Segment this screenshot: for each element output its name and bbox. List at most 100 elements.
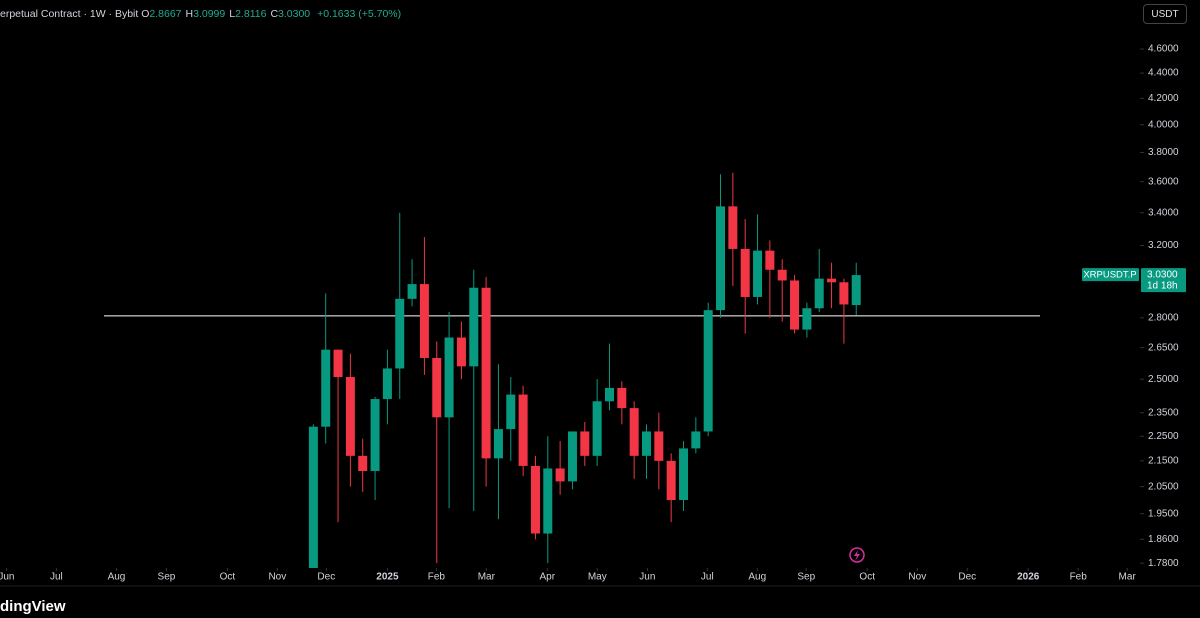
header: erpetual Contract · 1W · Bybit O2.8667 H3… — [0, 8, 405, 20]
x-tick-label: Mar — [478, 572, 496, 583]
x-tick-label: Feb — [428, 572, 446, 583]
candle-body — [814, 278, 824, 309]
candle-body — [407, 284, 417, 299]
candle-body — [493, 429, 503, 459]
x-tick-label: Jun — [0, 572, 14, 583]
candle-body — [654, 431, 664, 461]
candle-body — [592, 401, 602, 456]
price-label-value: 3.0300 — [1147, 270, 1178, 281]
candle-body — [691, 431, 701, 449]
candle-body — [506, 394, 516, 430]
x-tick-label: Jul — [50, 572, 63, 583]
y-tick-label: 4.2000 — [1148, 93, 1179, 104]
candle-body — [308, 426, 318, 568]
candle-body — [617, 387, 627, 409]
x-tick-label: Oct — [220, 572, 236, 583]
candle-body — [765, 250, 775, 270]
candle-body — [567, 431, 577, 482]
x-tick-label: Nov — [908, 572, 926, 583]
y-tick-label: 1.8600 — [1148, 534, 1179, 545]
y-tick-label: 2.6500 — [1148, 342, 1179, 353]
change: +0.1633 (+5.70%) — [317, 8, 402, 20]
candle-body — [666, 460, 676, 501]
currency-button[interactable]: USDT — [1143, 4, 1187, 24]
ohlc-value: 3.0999 — [193, 8, 226, 20]
candle-body — [530, 465, 540, 534]
y-tick-label: 2.0500 — [1148, 481, 1179, 492]
lightning-icon[interactable] — [849, 547, 865, 563]
price-label-name: XRPUSDT.P — [1083, 270, 1136, 281]
x-tick-label: Aug — [748, 572, 766, 583]
candle-body — [777, 269, 787, 281]
candle-body — [802, 308, 812, 330]
candle-body — [839, 282, 849, 305]
symbol-title: erpetual Contract · 1W · Bybit — [0, 8, 139, 20]
x-tick-label: Jun — [639, 572, 655, 583]
candle-body — [728, 206, 738, 249]
x-tick-label: Apr — [540, 572, 556, 583]
x-tick-label: Feb — [1070, 572, 1088, 583]
candle-body — [419, 284, 429, 358]
watermark: dingView — [0, 598, 66, 615]
candle-body — [321, 349, 331, 427]
y-tick-label: 2.2500 — [1148, 431, 1179, 442]
candle-body — [481, 287, 491, 459]
y-tick-label: 3.6000 — [1148, 176, 1179, 187]
plot-area — [104, 172, 1040, 568]
x-tick-label: Dec — [317, 572, 335, 583]
candle-body — [716, 206, 726, 311]
candle-body — [753, 250, 763, 297]
y-tick-label: 2.3500 — [1148, 407, 1179, 418]
candle-body — [358, 455, 368, 472]
price-label-countdown: 1d 18h — [1147, 281, 1178, 292]
candle-body — [740, 248, 750, 297]
x-tick-label: Mar — [1119, 572, 1137, 583]
y-tick-label: 2.5000 — [1148, 374, 1179, 385]
candle-body — [604, 387, 614, 402]
x-tick-label: Oct — [859, 572, 875, 583]
x-tick-label: Aug — [108, 572, 126, 583]
y-tick-label: 2.8000 — [1148, 312, 1179, 323]
ohlc: O2.8667 H3.0999 L2.8116 C3.0300 — [141, 8, 314, 20]
ohlc-key: L — [229, 8, 236, 20]
x-tick-label: Jul — [701, 572, 714, 583]
candle-body — [456, 337, 466, 367]
candle-body — [555, 468, 565, 482]
ohlc-value: 3.0300 — [278, 8, 311, 20]
candle-body — [432, 357, 442, 418]
x-tick-label: 2025 — [376, 572, 399, 583]
y-tick-label: 2.1500 — [1148, 455, 1179, 466]
price-label-name-bg — [1082, 268, 1139, 282]
y-tick-label: 4.6000 — [1148, 44, 1179, 55]
y-tick-label: 4.0000 — [1148, 119, 1179, 130]
y-tick-label: 4.4000 — [1148, 68, 1179, 79]
candle-body — [641, 431, 651, 456]
x-tick-label: May — [588, 572, 607, 583]
ohlc-key: H — [185, 8, 194, 20]
x-tick-label: Sep — [797, 572, 815, 583]
x-tick-label: Nov — [268, 572, 286, 583]
y-tick-label: 1.7800 — [1148, 558, 1179, 569]
ohlc-key: C — [270, 8, 279, 20]
candle-body — [370, 399, 380, 472]
candle-body — [790, 280, 800, 330]
candle-body — [345, 377, 355, 456]
candle-body — [395, 298, 405, 369]
y-tick-label: 3.8000 — [1148, 147, 1179, 158]
ohlc-value: 2.8116 — [235, 8, 267, 20]
candle-body — [382, 368, 392, 400]
x-tick-label: 2026 — [1017, 572, 1040, 583]
ohlc-key: O — [141, 8, 150, 20]
candle-body — [580, 431, 590, 456]
candle-body — [629, 408, 639, 456]
candle-body — [703, 310, 713, 432]
ohlc-value: 2.8667 — [149, 8, 182, 20]
candle-body — [469, 287, 479, 367]
price-label-bg — [1141, 268, 1186, 293]
candle-body — [851, 275, 861, 306]
candle-body — [518, 394, 528, 466]
candle-body — [543, 468, 553, 534]
x-tick-label: Sep — [158, 572, 176, 583]
candle-body — [679, 448, 689, 501]
